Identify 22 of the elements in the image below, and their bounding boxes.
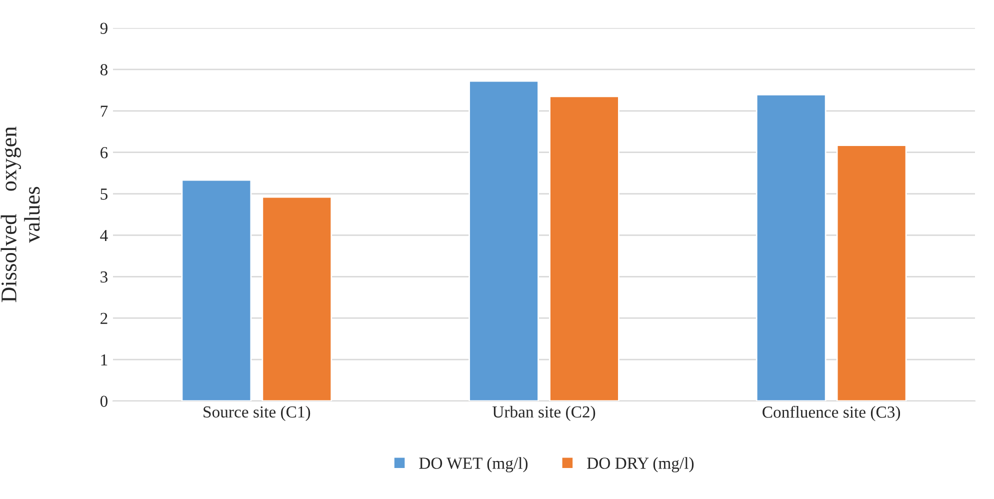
y-tick-label: 6 bbox=[100, 147, 108, 158]
bar bbox=[836, 144, 907, 401]
y-axis-title: Dissolved oxygen values bbox=[0, 126, 40, 302]
y-tick-label: 2 bbox=[100, 312, 108, 324]
legend-label: DO WET (mg/l) bbox=[419, 457, 528, 472]
y-tick-label: 7 bbox=[100, 106, 108, 117]
x-tick-label: Source site (C1) bbox=[204, 406, 310, 421]
bar bbox=[468, 80, 539, 401]
bar bbox=[549, 96, 620, 401]
y-tick-label: 0 bbox=[100, 396, 108, 407]
y-tick-label: 4 bbox=[100, 230, 108, 242]
y-tick-label: 8 bbox=[100, 64, 108, 76]
bar bbox=[181, 179, 252, 401]
x-tick-label: Confluence site (C3) bbox=[762, 406, 900, 422]
y-tick-label: 1 bbox=[101, 354, 108, 366]
legend-label: DO DRY (mg/l) bbox=[587, 457, 694, 472]
bar bbox=[262, 196, 332, 401]
x-tick-label: Urban site (C2) bbox=[492, 406, 596, 421]
y-tick-label: 5 bbox=[100, 188, 108, 200]
bar bbox=[756, 94, 826, 401]
y-tick-label: 3 bbox=[100, 271, 108, 283]
y-tick-label: 9 bbox=[100, 22, 108, 34]
